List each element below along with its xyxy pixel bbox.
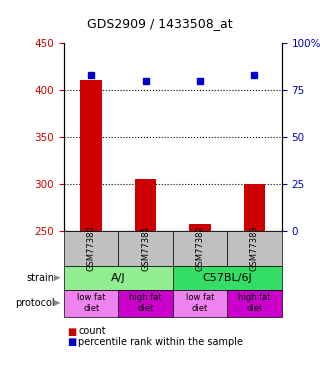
Text: low fat
diet: low fat diet — [77, 293, 105, 313]
Text: low fat
diet: low fat diet — [186, 293, 214, 313]
Text: C57BL/6J: C57BL/6J — [202, 273, 252, 283]
Bar — [244, 184, 265, 231]
Text: A/J: A/J — [111, 273, 126, 283]
Text: ▶: ▶ — [54, 298, 61, 307]
Text: GSM77381: GSM77381 — [141, 226, 150, 272]
Text: GDS2909 / 1433508_at: GDS2909 / 1433508_at — [87, 17, 233, 30]
Bar — [135, 179, 156, 231]
Text: GSM77383: GSM77383 — [250, 225, 259, 272]
Bar — [189, 224, 211, 231]
Text: ■: ■ — [67, 337, 76, 347]
Text: GSM77382: GSM77382 — [196, 226, 204, 272]
Text: protocol: protocol — [15, 298, 54, 308]
Text: percentile rank within the sample: percentile rank within the sample — [78, 337, 244, 347]
Text: high fat
diet: high fat diet — [129, 293, 162, 313]
Text: high fat
diet: high fat diet — [238, 293, 271, 313]
Text: ■: ■ — [67, 327, 76, 336]
Text: count: count — [78, 327, 106, 336]
Text: strain: strain — [27, 273, 54, 283]
Bar — [80, 80, 102, 231]
Text: ▶: ▶ — [54, 273, 61, 282]
Text: GSM77380: GSM77380 — [87, 226, 96, 272]
